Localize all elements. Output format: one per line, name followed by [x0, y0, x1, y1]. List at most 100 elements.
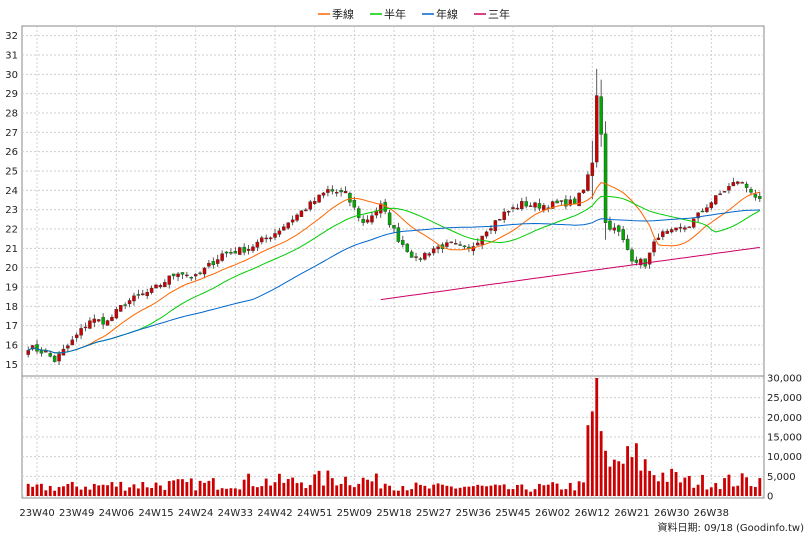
candlestick [639, 257, 643, 269]
candlestick [101, 313, 105, 329]
volume-bar [123, 490, 127, 496]
candlestick [445, 239, 449, 249]
x-tick-label: 24W42 [257, 508, 292, 519]
candlestick [66, 343, 70, 352]
volume-bar [53, 490, 57, 496]
volume-bar [136, 488, 140, 496]
candle-body [502, 211, 506, 220]
candlestick [480, 235, 484, 250]
candle-body [119, 305, 123, 312]
legend-label: 半年 [384, 7, 406, 21]
candle-body [317, 194, 321, 203]
candle-body [524, 201, 528, 207]
candle-body [273, 233, 277, 238]
candle-body [101, 317, 105, 325]
candle-body [290, 219, 295, 223]
candle-body [154, 284, 158, 289]
candle-body [66, 345, 70, 349]
candle-body [193, 274, 198, 277]
volume-bar [35, 484, 39, 496]
candle-body [52, 355, 57, 362]
candlestick [520, 197, 524, 211]
candle-body [572, 198, 577, 205]
volume-bar [207, 480, 211, 496]
candle-body [365, 219, 370, 223]
candle-body [603, 133, 608, 223]
candle-body [661, 231, 665, 237]
candle-body [361, 218, 365, 223]
candlestick [493, 219, 498, 234]
volume-axis: 0 5,000 10,000 15,000 20,000 25,000 30,000 [767, 374, 802, 503]
volume-bar [352, 487, 356, 496]
candlestick [617, 224, 621, 237]
candle-body [48, 353, 52, 357]
candlestick [674, 227, 678, 232]
candle-body [625, 238, 630, 250]
candlestick [189, 276, 194, 281]
candlestick [215, 254, 220, 267]
volume-bar [159, 485, 162, 496]
candlestick [621, 226, 625, 243]
candlestick [352, 196, 357, 210]
volume-bar [630, 457, 634, 496]
candlestick [423, 251, 427, 261]
candlestick [163, 279, 167, 288]
candle-body [423, 253, 427, 260]
candlestick [731, 177, 736, 187]
candle-body [758, 196, 762, 199]
candle-body [590, 162, 595, 177]
candle-body [26, 350, 30, 355]
volume-bar [705, 489, 709, 496]
candle-body [299, 210, 304, 217]
candle-body [163, 282, 167, 287]
candle-body [568, 199, 573, 206]
volume-bar [313, 474, 317, 496]
volume-bar [128, 487, 131, 496]
candlestick [471, 242, 476, 256]
price-tick-label: 17 [5, 321, 18, 332]
price-tick-label: 31 [5, 51, 18, 62]
volume-bar [568, 482, 572, 496]
candlestick [590, 140, 595, 200]
candle-body [449, 241, 454, 244]
price-tick-label: 26 [5, 147, 18, 158]
candle-body [436, 246, 440, 250]
candlestick [431, 246, 436, 256]
candle-body [357, 208, 361, 218]
candle-body [123, 304, 127, 306]
volume-bar [295, 483, 299, 496]
candlestick [339, 187, 343, 197]
volume-bar [119, 481, 123, 496]
candlestick [123, 302, 127, 309]
candle-body [713, 195, 718, 205]
candle-body [145, 292, 149, 297]
volume-bar [696, 484, 700, 496]
candlestick [581, 189, 586, 194]
price-tick-label: 21 [5, 244, 18, 255]
candle-body [445, 242, 449, 247]
candle-body [189, 276, 194, 279]
candlestick [537, 198, 542, 211]
volume-bar [185, 482, 189, 496]
candle-body [264, 237, 268, 240]
volume-bar [718, 489, 722, 496]
candle-body [88, 320, 92, 329]
volume-bar [441, 484, 444, 496]
candlestick [405, 243, 409, 253]
candlestick [211, 257, 216, 269]
candlestick [282, 223, 286, 231]
x-tick-label: 24W15 [138, 508, 173, 519]
candle-body [132, 295, 136, 302]
candle-body [409, 251, 414, 258]
candle-body [599, 96, 603, 135]
price-tick-label: 28 [5, 109, 18, 120]
volume-bar [189, 478, 193, 496]
candlestick [202, 266, 207, 279]
candlestick [392, 224, 396, 233]
volume-bar [714, 483, 718, 496]
legend-label: 三年 [488, 7, 510, 21]
candlestick [361, 215, 365, 226]
candlestick [145, 288, 149, 299]
candle-body [691, 218, 696, 228]
volume-bar [84, 486, 87, 496]
